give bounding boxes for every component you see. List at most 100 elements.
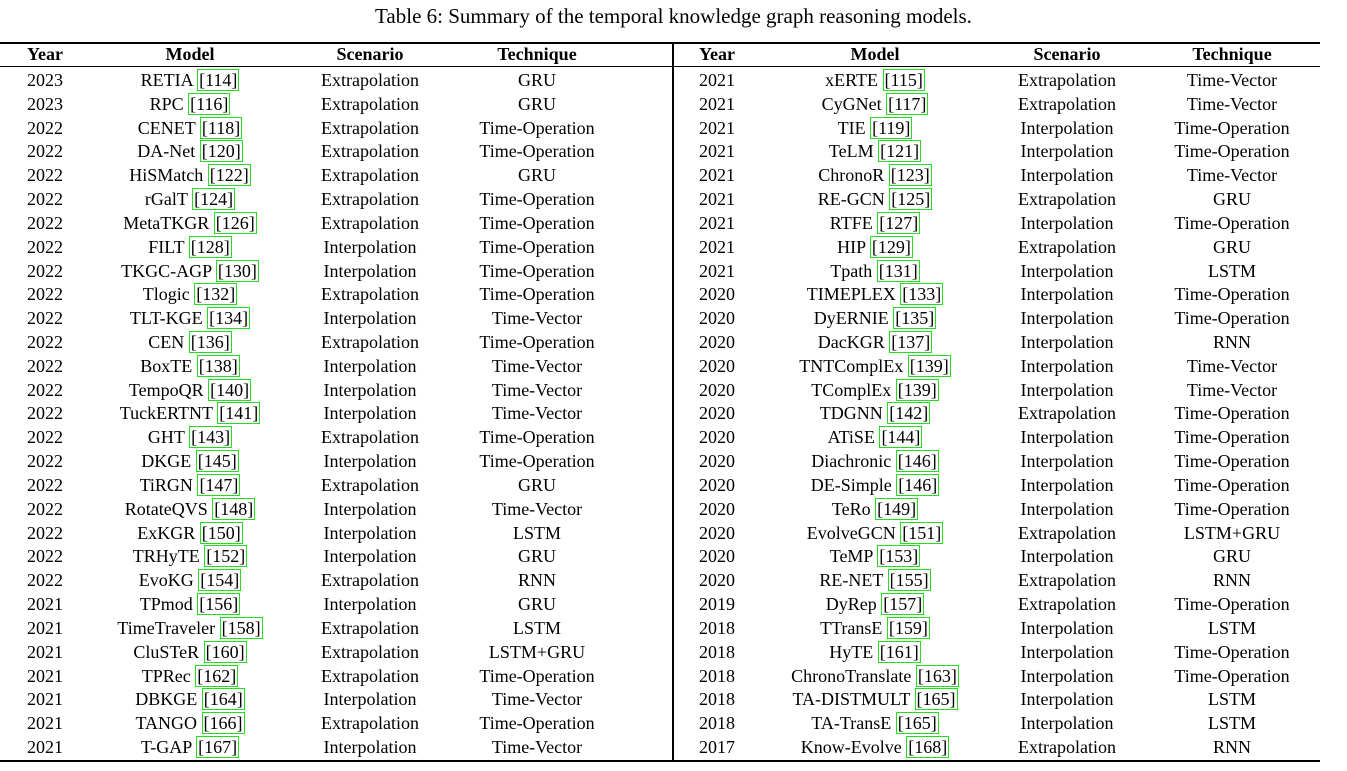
citation: [117]	[886, 92, 929, 115]
model-cell: Tpath [131]	[765, 259, 985, 282]
scenario: Interpolation	[1020, 379, 1114, 400]
model-name: TComplEx	[811, 379, 892, 400]
technique: Time-Operation	[1174, 474, 1290, 495]
scenario: Extrapolation	[321, 332, 419, 353]
technique: GRU	[517, 594, 556, 615]
year: 2020	[699, 451, 735, 472]
citation: [152]	[204, 545, 248, 568]
model-cell: TeRo [149]	[765, 497, 985, 520]
citation: [139]	[907, 354, 951, 377]
model-cell: T-GAP [167]	[80, 735, 300, 758]
scenario: Interpolation	[1020, 355, 1114, 376]
citation: [154]	[198, 569, 242, 592]
scenario: Interpolation	[323, 546, 417, 567]
year: 2021	[27, 617, 63, 638]
model-cell: RPC [116]	[80, 92, 300, 115]
citation: [155]	[887, 569, 931, 592]
technique: Time-Vector	[491, 355, 583, 376]
scenario: Extrapolation	[1018, 522, 1116, 543]
bottom-rule	[0, 760, 1320, 762]
citation: [145]	[195, 450, 239, 473]
model-name: DyRep	[825, 594, 877, 615]
year: 2020	[699, 498, 735, 519]
citation: [157]	[881, 593, 925, 616]
model-cell: TeMP [153]	[765, 545, 985, 568]
scenario: Extrapolation	[321, 427, 419, 448]
scenario: Interpolation	[323, 355, 417, 376]
model-name: TIMEPLEX	[806, 284, 896, 305]
technique: Time-Vector	[491, 379, 583, 400]
year: 2022	[27, 117, 63, 138]
model-name: ChronoR	[818, 165, 885, 186]
model-name: TPRec	[141, 665, 191, 686]
year: 2021	[27, 594, 63, 615]
model-name: DacKGR	[817, 332, 885, 353]
model-name: ChronoTranslate	[791, 665, 912, 686]
model-name: TDGNN	[819, 403, 883, 424]
year: 2021	[699, 189, 735, 210]
scenario: Extrapolation	[321, 474, 419, 495]
scenario: Interpolation	[1020, 474, 1114, 495]
citation: [116]	[188, 92, 231, 115]
citation: [166]	[201, 712, 245, 735]
citation: [165]	[895, 712, 939, 735]
model-name: EvolveGCN	[806, 522, 896, 543]
year: 2017	[699, 736, 735, 757]
model-cell: HiSMatch [122]	[80, 164, 300, 187]
model-cell: RE-NET [155]	[765, 569, 985, 592]
year: 2021	[699, 260, 735, 281]
year: 2020	[699, 355, 735, 376]
model-name: Know-Evolve	[800, 736, 902, 757]
model-name: Tpath	[830, 260, 873, 281]
technique: Time-Operation	[1174, 141, 1290, 162]
year: 2020	[699, 427, 735, 448]
technique: GRU	[1212, 236, 1251, 257]
header-scenario: Scenario	[1033, 44, 1101, 64]
year: 2022	[27, 522, 63, 543]
technique: Time-Operation	[1174, 403, 1290, 424]
model-name: CyGNet	[821, 93, 882, 114]
model-cell: TLT-KGE [134]	[80, 307, 300, 330]
year: 2022	[27, 498, 63, 519]
scenario: Interpolation	[323, 308, 417, 329]
model-cell: TA-DISTMULT [165]	[765, 688, 985, 711]
technique: Time-Vector	[491, 689, 583, 710]
technique: Time-Operation	[479, 713, 595, 734]
year: 2022	[27, 570, 63, 591]
technique: Time-Operation	[479, 284, 595, 305]
year: 2020	[699, 546, 735, 567]
model-cell: TimeTraveler [158]	[80, 616, 300, 639]
model-name: EvoKG	[138, 570, 194, 591]
citation: [168]	[906, 735, 950, 758]
model-name: DyERNIE	[813, 308, 889, 329]
model-cell: TA-TransE [165]	[765, 712, 985, 735]
scenario: Extrapolation	[321, 713, 419, 734]
citation: [136]	[188, 331, 232, 354]
technique: Time-Vector	[1186, 70, 1278, 90]
technique: GRU	[1212, 546, 1251, 567]
citation: [123]	[888, 164, 932, 187]
technique: Time-Operation	[1174, 641, 1290, 662]
year: 2021	[699, 70, 735, 90]
technique: Time-Operation	[479, 189, 595, 210]
model-name: TempoQR	[128, 379, 204, 400]
scenario: Interpolation	[323, 403, 417, 424]
year: 2022	[27, 236, 63, 257]
scenario: Interpolation	[323, 236, 417, 257]
model-name: TLT-KGE	[129, 308, 203, 329]
caption: Table 6: Summary of the temporal knowled…	[375, 4, 972, 28]
divider	[672, 42, 674, 761]
year: 2021	[699, 236, 735, 257]
model-cell: RETIA [114]	[80, 69, 300, 91]
year: 2020	[699, 308, 735, 329]
model-name: RTFE	[829, 212, 873, 233]
year: 2018	[699, 641, 735, 662]
model-name: CENET	[137, 117, 196, 138]
model-cell: EvoKG [154]	[80, 569, 300, 592]
scenario: Interpolation	[1020, 260, 1114, 281]
year: 2021	[27, 713, 63, 734]
year: 2021	[27, 665, 63, 686]
model-name: Tlogic	[142, 284, 190, 305]
model-cell: Diachronic [146]	[765, 450, 985, 473]
